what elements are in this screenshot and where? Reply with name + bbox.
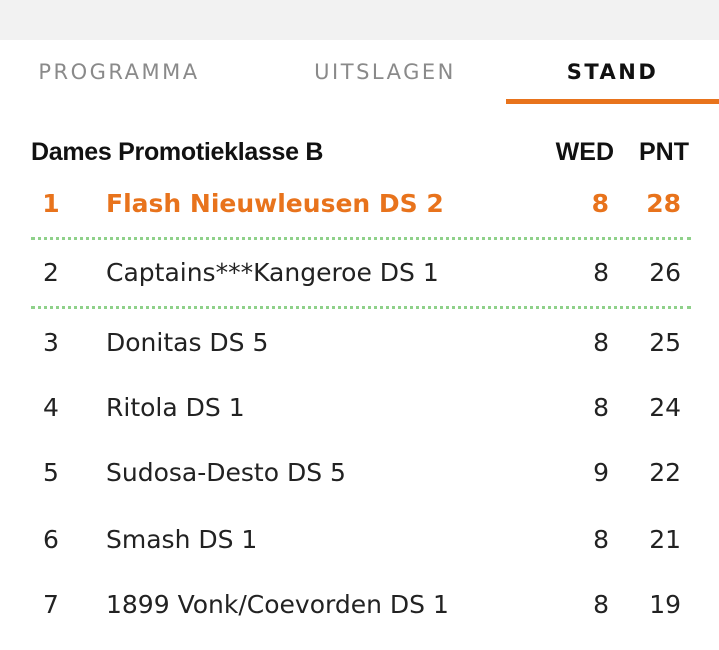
row-pnt: 26 <box>649 258 681 287</box>
standings-title: Dames Promotieklasse B <box>31 138 324 166</box>
row-team: Captains***Kangeroe DS 1 <box>106 258 439 287</box>
row-wed: 8 <box>591 189 609 218</box>
active-tab-indicator <box>506 99 719 104</box>
tab-programma[interactable]: PROGRAMMA <box>38 60 200 84</box>
table-row[interactable]: 4 Ritola DS 1 8 24 <box>0 378 719 438</box>
row-position: 3 <box>43 328 59 357</box>
row-team: Smash DS 1 <box>106 525 258 554</box>
tab-bar: PROGRAMMA UITSLAGEN STAND <box>0 40 719 104</box>
row-wed: 8 <box>593 525 609 554</box>
row-pnt: 21 <box>649 525 681 554</box>
row-team: 1899 Vonk/Coevorden DS 1 <box>106 590 449 619</box>
table-row[interactable]: 7 1899 Vonk/Coevorden DS 1 8 19 <box>0 575 719 635</box>
row-position: 6 <box>43 525 59 554</box>
column-header-pnt: PNT <box>639 138 689 166</box>
row-wed: 8 <box>593 258 609 287</box>
tab-uitslagen[interactable]: UITSLAGEN <box>314 60 456 84</box>
row-pnt: 19 <box>649 590 681 619</box>
top-bar <box>0 0 719 40</box>
row-wed: 9 <box>593 458 609 487</box>
table-row[interactable]: 6 Smash DS 1 8 21 <box>0 510 719 570</box>
table-row[interactable]: 1 Flash Nieuwleusen DS 2 8 28 <box>0 174 719 234</box>
row-pnt: 28 <box>646 189 681 218</box>
table-row[interactable]: 5 Sudosa-Desto DS 5 9 22 <box>0 443 719 503</box>
promotion-divider <box>31 237 691 240</box>
row-wed: 8 <box>593 328 609 357</box>
row-pnt: 25 <box>649 328 681 357</box>
row-wed: 8 <box>593 393 609 422</box>
row-position: 4 <box>43 393 59 422</box>
row-pnt: 24 <box>649 393 681 422</box>
row-wed: 8 <box>593 590 609 619</box>
row-team: Donitas DS 5 <box>106 328 269 357</box>
row-team: Flash Nieuwleusen DS 2 <box>106 189 444 218</box>
table-row[interactable]: 2 Captains***Kangeroe DS 1 8 26 <box>0 243 719 303</box>
row-pnt: 22 <box>649 458 681 487</box>
row-team: Ritola DS 1 <box>106 393 245 422</box>
row-position: 2 <box>43 258 59 287</box>
column-header-wed: WED <box>555 138 614 166</box>
row-position: 1 <box>42 189 60 218</box>
tab-stand[interactable]: STAND <box>566 60 659 84</box>
row-team: Sudosa-Desto DS 5 <box>106 458 346 487</box>
table-row[interactable]: 3 Donitas DS 5 8 25 <box>0 313 719 373</box>
standings-header: Dames Promotieklasse B WED PNT <box>0 132 719 174</box>
row-position: 5 <box>43 458 59 487</box>
row-position: 7 <box>43 590 59 619</box>
promotion-divider <box>31 306 691 309</box>
